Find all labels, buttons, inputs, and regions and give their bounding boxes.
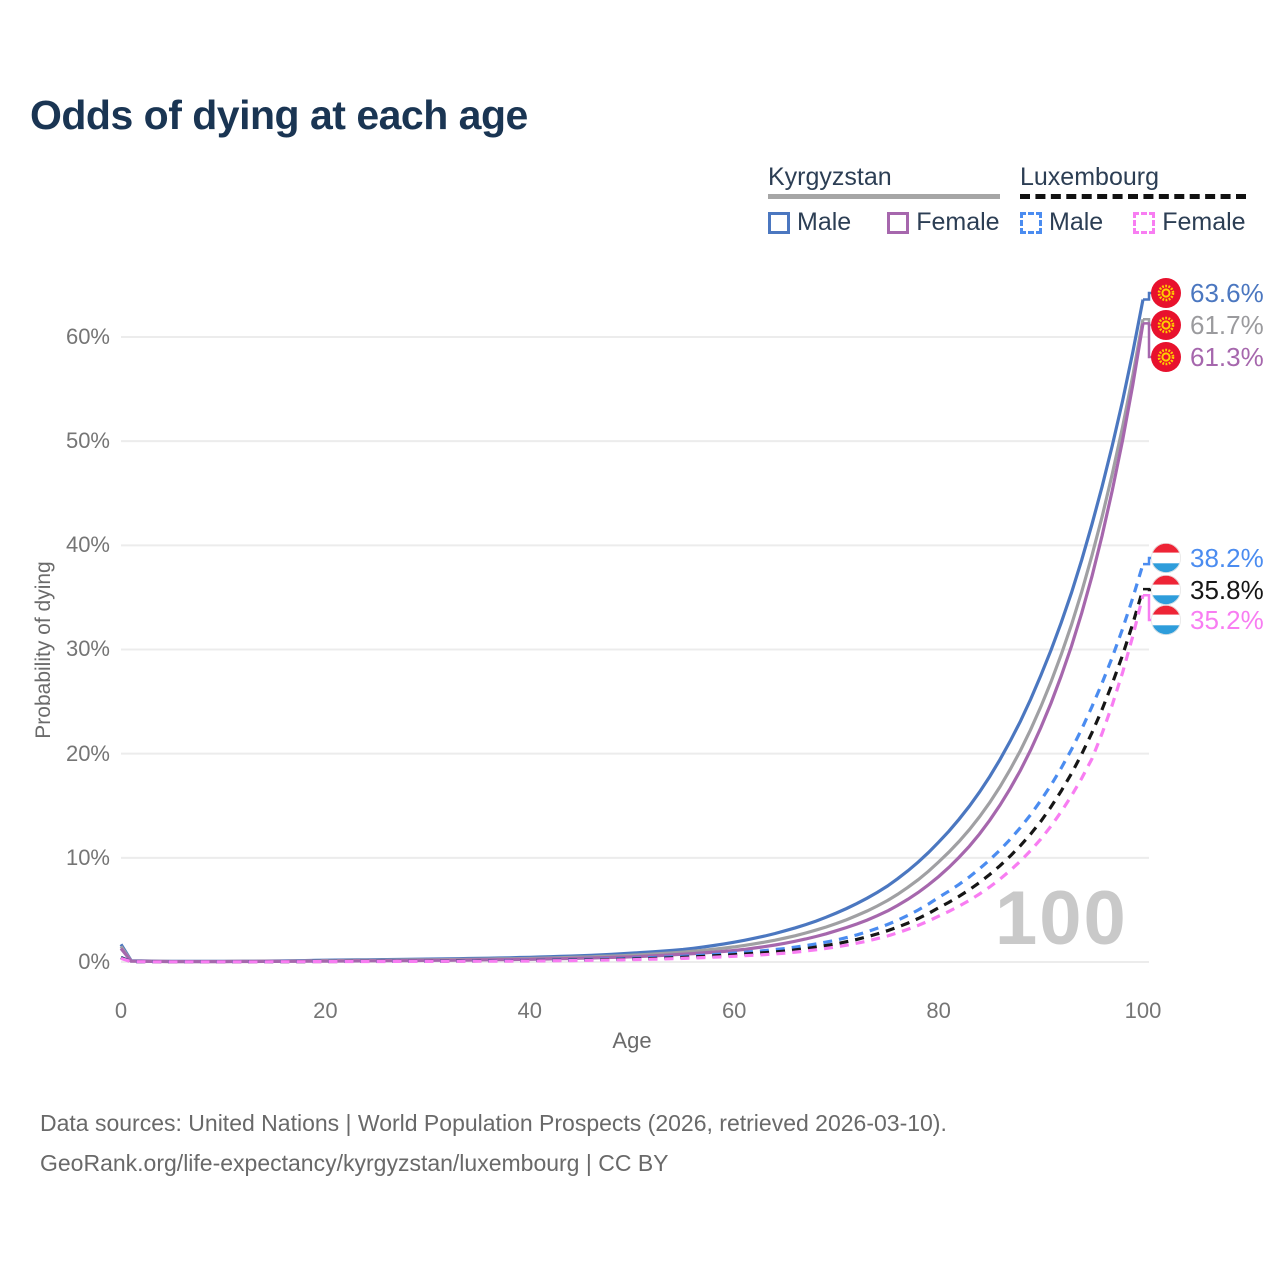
legend-label: Male: [797, 208, 852, 236]
series-line-luxembourg-both-sexes: [120, 588, 1145, 964]
end-label-value: 63.6%: [1190, 277, 1264, 308]
y-tick-label: 20%: [65, 740, 110, 766]
legend-item-luxembourg-female[interactable]: Female: [1133, 208, 1246, 237]
y-tick-label: 60%: [65, 323, 110, 349]
kyrgyzstan-male-swatch-icon: [768, 211, 790, 234]
age-counter-watermark: 100: [995, 876, 1128, 961]
luxembourg-flag-icon: [1150, 574, 1182, 606]
legend-country-kyrgyzstan: Kyrgyzstan: [768, 163, 1000, 199]
end-label-value: 61.3%: [1190, 341, 1264, 372]
footer-data-sources: Data sources: United Nations | World Pop…: [40, 1110, 947, 1136]
end-label-value: 38.2%: [1190, 542, 1264, 573]
y-tick-label: 40%: [65, 532, 110, 558]
end-label-kyrgyzstan-both-sexes: 61.7%: [1150, 309, 1264, 341]
x-tick-label: 40: [517, 998, 543, 1023]
y-axis-title: Probability of dying: [32, 561, 55, 739]
legend-country-luxembourg: Luxembourg: [1020, 163, 1246, 199]
end-label-luxembourg-male: 38.2%: [1150, 542, 1264, 574]
legend-label: Male: [1049, 208, 1104, 236]
x-tick-label: 100: [1124, 998, 1162, 1023]
end-label-value: 35.2%: [1190, 604, 1264, 635]
series-line-kyrgyzstan-male: [119, 299, 1145, 963]
x-tick-label: 0: [114, 998, 128, 1023]
kyrgyzstan-female-swatch-icon: [887, 211, 910, 234]
luxembourg-female-swatch-icon: [1133, 211, 1156, 234]
gridlines: [121, 335, 1149, 963]
kyrgyzstan-flag-icon: [1151, 310, 1181, 340]
end-label-luxembourg-female: 35.2%: [1150, 604, 1264, 636]
luxembourg-flag-icon: [1150, 604, 1182, 636]
legend-label: Female: [1162, 208, 1246, 236]
series-line-kyrgyzstan-female: [119, 323, 1145, 964]
end-label-kyrgyzstan-female: 61.3%: [1150, 341, 1264, 373]
y-tick-label: 50%: [65, 428, 110, 454]
legend-group-luxembourg: Luxembourg Male Female: [1020, 163, 1246, 237]
page-title: Odds of dying at each age: [30, 92, 528, 138]
footer-attribution: GeoRank.org/life-expectancy/kyrgyzstan/l…: [40, 1150, 669, 1176]
x-tick-label: 60: [721, 998, 747, 1023]
luxembourg-flag-icon: [1150, 542, 1182, 574]
y-tick-label: 0%: [78, 949, 110, 974]
legend-group-kyrgyzstan: Kyrgyzstan Male Female: [768, 163, 1000, 237]
x-tick-label: 20: [313, 998, 338, 1023]
kyrgyzstan-flag-icon: [1151, 342, 1181, 372]
y-tick-label: 30%: [65, 636, 110, 662]
series-line-kyrgyzstan-both-sexes: [119, 319, 1145, 964]
series-line-luxembourg-male: [120, 563, 1145, 964]
legend-label: Female: [916, 208, 1000, 236]
y-tick-label: 10%: [65, 844, 110, 870]
x-tick-label: 80: [926, 998, 951, 1023]
end-label-kyrgyzstan-male: 63.6%: [1150, 277, 1264, 309]
legend-item-kyrgyzstan-female[interactable]: Female: [887, 208, 1000, 237]
legend-item-kyrgyzstan-male[interactable]: Male: [768, 208, 851, 237]
end-label-value: 35.8%: [1190, 574, 1264, 605]
series-lines: [119, 299, 1145, 964]
end-label-value: 61.7%: [1190, 309, 1264, 340]
luxembourg-male-swatch-icon: [1020, 211, 1042, 234]
kyrgyzstan-flag-icon: [1151, 278, 1181, 308]
x-axis-title: Age: [612, 1028, 652, 1053]
end-label-luxembourg-both-sexes: 35.8%: [1150, 574, 1264, 606]
legend-item-luxembourg-male[interactable]: Male: [1020, 208, 1103, 237]
